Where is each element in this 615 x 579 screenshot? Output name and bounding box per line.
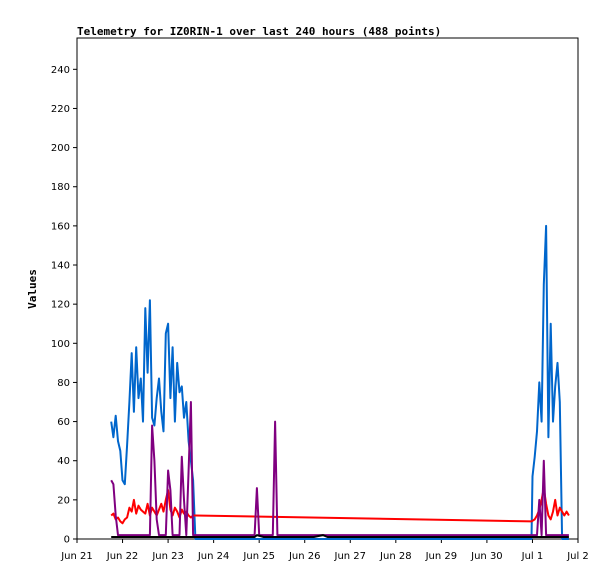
series-line-3 — [110, 401, 569, 537]
y-tick-label: 240 — [51, 65, 70, 76]
chart-title: Telemetry for IZ0RIN-1 over last 240 hou… — [77, 25, 441, 38]
y-axis-label: Values — [26, 269, 39, 309]
x-tick-label: Jun 29 — [425, 551, 458, 562]
y-tick-label: 180 — [51, 182, 70, 193]
y-tick-label: 20 — [57, 495, 70, 506]
x-tick-label: Jun 27 — [334, 551, 367, 562]
y-tick-label: 200 — [51, 143, 70, 154]
y-tick-label: 60 — [57, 417, 70, 428]
x-axis: Jun 21 Jun 22 Jun 23 Jun 24 Jun 25 Jun 26 Jun … — [60, 539, 589, 562]
y-tick-label: 80 — [57, 378, 70, 389]
series-layer — [110, 224, 570, 540]
y-tick-label: 120 — [51, 300, 70, 311]
x-tick-label: Jun 22 — [106, 551, 139, 562]
x-tick-label: Jun 26 — [288, 551, 321, 562]
y-tick-label: 100 — [51, 339, 70, 350]
y-tick-label: 140 — [51, 261, 70, 272]
x-tick-label: Jun 23 — [151, 551, 184, 562]
x-tick-label: Jun 30 — [470, 551, 503, 562]
x-tick-label: Jul 2 — [566, 551, 589, 562]
y-tick-label: 0 — [64, 535, 70, 546]
y-axis: 0 20 40 60 80 100 120 140 160 180 200 220 240 — [51, 65, 77, 546]
x-tick-label: Jun 24 — [197, 551, 230, 562]
y-tick-label: 40 — [57, 456, 70, 467]
x-tick-label: Jun 25 — [242, 551, 275, 562]
x-tick-label: Jun 21 — [60, 551, 93, 562]
y-tick-label: 160 — [51, 221, 70, 232]
y-tick-label: 220 — [51, 104, 70, 115]
x-tick-label: Jun 28 — [379, 551, 412, 562]
series-line-4 — [111, 534, 569, 538]
series-line-1 — [110, 224, 569, 540]
x-tick-label: Jul 1 — [521, 551, 544, 562]
